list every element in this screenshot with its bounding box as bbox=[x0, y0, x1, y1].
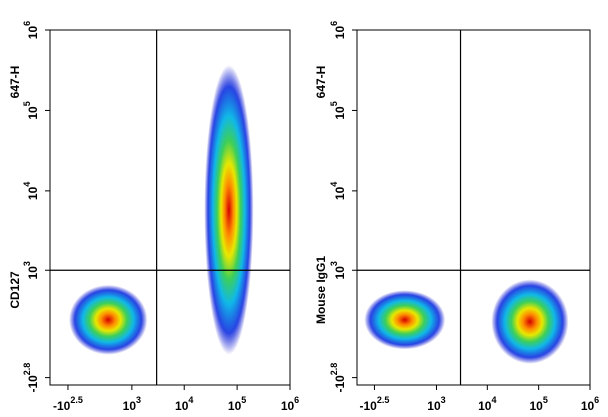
tick-exponent: 6 bbox=[294, 395, 299, 405]
tick-base: 10 bbox=[333, 266, 347, 280]
tick-base: 10 bbox=[478, 399, 492, 413]
y-axis-label: Mouse IgG1 bbox=[314, 256, 328, 324]
tick-exponent: 5 bbox=[329, 101, 339, 106]
tick-label: -102.5 bbox=[53, 395, 83, 413]
tick-label: 103 bbox=[22, 261, 40, 279]
tick-exponent: 6 bbox=[22, 21, 32, 26]
tick-exponent: 4 bbox=[329, 182, 339, 187]
tick-label: 104 bbox=[175, 395, 193, 413]
tick-base: 10 bbox=[123, 399, 137, 413]
tick-exponent: 2.5 bbox=[377, 395, 390, 405]
density-cluster bbox=[491, 279, 569, 364]
tick-label: 106 bbox=[581, 395, 599, 413]
tick-label: -102.8 bbox=[329, 363, 347, 393]
tick-base: 10 bbox=[26, 26, 40, 40]
tick-exponent: 4 bbox=[491, 395, 496, 405]
density-cluster bbox=[364, 290, 446, 350]
tick-exponent: 2.8 bbox=[329, 363, 339, 376]
y-axis-label: CD127 bbox=[8, 271, 22, 309]
density-cluster bbox=[204, 65, 254, 355]
tick-label: 103 bbox=[329, 261, 347, 279]
tick-base: 10 bbox=[529, 399, 543, 413]
tick-base: -10 bbox=[53, 399, 71, 413]
tick-label: 104 bbox=[329, 182, 347, 200]
tick-exponent: 4 bbox=[188, 395, 193, 405]
tick-label: 106 bbox=[22, 21, 40, 39]
y-axis-label: 647-H bbox=[314, 66, 328, 99]
tick-exponent: 3 bbox=[441, 395, 446, 405]
tick-exponent: 3 bbox=[22, 261, 32, 266]
tick-exponent: 4 bbox=[22, 182, 32, 187]
density-cluster bbox=[69, 284, 148, 355]
tick-exponent: 3 bbox=[136, 395, 141, 405]
tick-base: 10 bbox=[427, 399, 441, 413]
tick-label: 106 bbox=[281, 395, 299, 413]
tick-base: -10 bbox=[333, 375, 347, 393]
tick-label: -102.8 bbox=[22, 363, 40, 393]
tick-label: -102.5 bbox=[360, 395, 390, 413]
tick-label: 105 bbox=[22, 101, 40, 119]
tick-exponent: 2.5 bbox=[70, 395, 83, 405]
tick-base: 10 bbox=[26, 106, 40, 120]
tick-label: 103 bbox=[427, 395, 445, 413]
tick-base: 10 bbox=[26, 266, 40, 280]
tick-base: 10 bbox=[581, 399, 595, 413]
tick-label: 103 bbox=[123, 395, 141, 413]
tick-exponent: 5 bbox=[241, 395, 246, 405]
tick-label: 105 bbox=[228, 395, 246, 413]
tick-label: 106 bbox=[329, 21, 347, 39]
tick-base: 10 bbox=[333, 186, 347, 200]
tick-base: 10 bbox=[333, 106, 347, 120]
tick-exponent: 6 bbox=[329, 21, 339, 26]
tick-label: 105 bbox=[529, 395, 547, 413]
tick-base: 10 bbox=[26, 186, 40, 200]
tick-label: 104 bbox=[22, 182, 40, 200]
tick-base: 10 bbox=[333, 26, 347, 40]
tick-exponent: 5 bbox=[543, 395, 548, 405]
tick-exponent: 2.8 bbox=[22, 363, 32, 376]
tick-exponent: 3 bbox=[329, 261, 339, 266]
tick-base: 10 bbox=[228, 399, 242, 413]
tick-label: 104 bbox=[478, 395, 496, 413]
y-axis-label: 647-H bbox=[8, 66, 22, 99]
tick-base: -10 bbox=[360, 399, 378, 413]
tick-base: 10 bbox=[175, 399, 189, 413]
tick-exponent: 5 bbox=[22, 101, 32, 106]
plot-frame bbox=[49, 29, 291, 386]
tick-base: -10 bbox=[26, 375, 40, 393]
tick-exponent: 6 bbox=[594, 395, 599, 405]
tick-base: 10 bbox=[281, 399, 295, 413]
plot-frame bbox=[356, 29, 591, 386]
tick-label: 105 bbox=[329, 101, 347, 119]
